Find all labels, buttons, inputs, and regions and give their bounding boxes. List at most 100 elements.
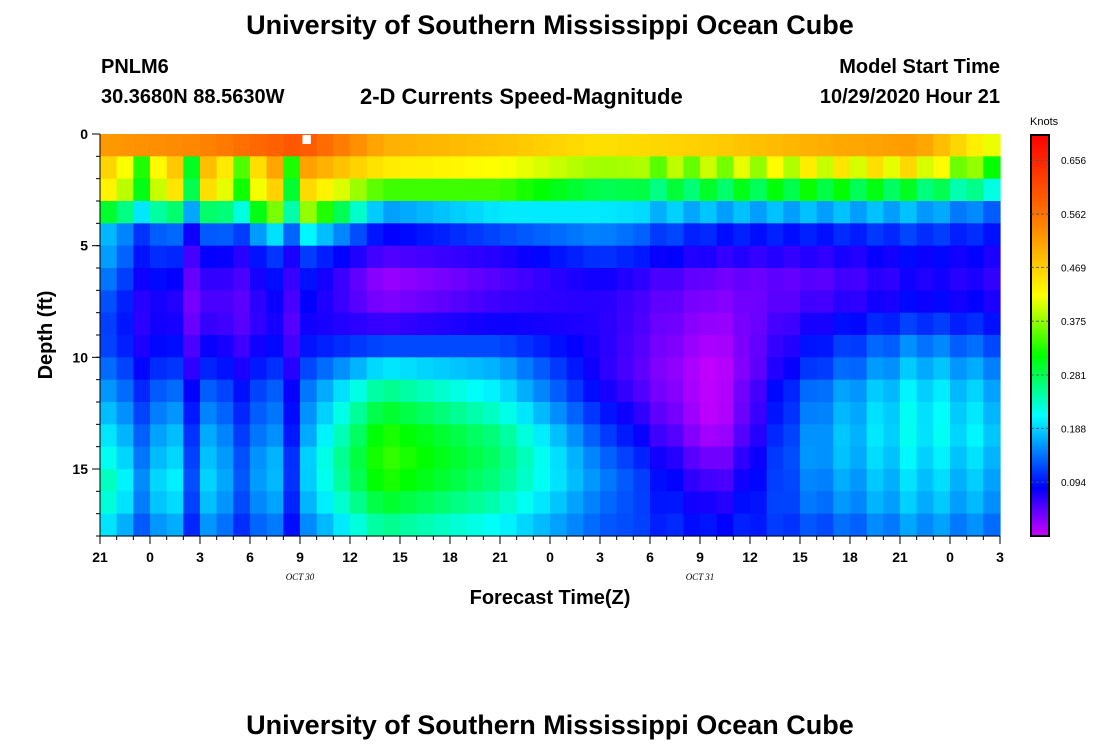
heatmap-cell: [350, 312, 368, 336]
heatmap-cell: [783, 513, 801, 537]
heatmap-cell: [733, 312, 751, 336]
heatmap-cell: [450, 201, 468, 224]
heatmap-cell: [400, 223, 418, 247]
heatmap-cell: [750, 379, 768, 403]
heatmap-cell: [883, 245, 901, 269]
heatmap-cell: [133, 201, 151, 224]
heatmap-cell: [350, 491, 368, 515]
heatmap-cell: [800, 134, 818, 157]
heatmap-cell: [916, 178, 934, 202]
heatmap-cell: [566, 424, 584, 448]
heatmap-cell: [216, 446, 234, 470]
heatmap-cell: [383, 491, 401, 515]
heatmap-cell: [750, 402, 768, 425]
heatmap-cell: [550, 469, 568, 492]
heatmap-cell: [983, 335, 1001, 358]
heatmap-cell: [483, 156, 501, 180]
heatmap-cell: [933, 312, 951, 336]
heatmap-cell: [516, 268, 534, 291]
heatmap-cell: [750, 335, 768, 358]
heatmap-cell: [183, 156, 201, 180]
heatmap-cell: [333, 335, 351, 358]
heatmap-cell: [800, 312, 818, 336]
heatmap-cell: [733, 156, 751, 180]
heatmap-cell: [983, 178, 1001, 202]
heatmap-cell: [650, 223, 668, 247]
heatmap-cell: [466, 424, 484, 448]
heatmap-cell: [466, 290, 484, 314]
heatmap-cell: [233, 469, 251, 492]
heatmap-cell: [516, 178, 534, 202]
heatmap-cell: [650, 446, 668, 470]
heatmap-cell: [416, 201, 434, 224]
heatmap-cell: [516, 245, 534, 269]
heatmap-cell: [116, 424, 134, 448]
heatmap-cell: [600, 178, 618, 202]
heatmap-cell: [216, 201, 234, 224]
heatmap-cell: [266, 178, 284, 202]
heatmap-cell: [950, 312, 968, 336]
heatmap-cell: [483, 513, 501, 537]
heatmap-cell: [650, 379, 668, 403]
heatmap-cell: [416, 424, 434, 448]
heatmap-cell: [250, 201, 268, 224]
heatmap-cell: [516, 357, 534, 381]
heatmap-cell: [100, 335, 118, 358]
heatmap-cell: [250, 335, 268, 358]
heatmap-cell: [400, 156, 418, 180]
heatmap-cell: [650, 245, 668, 269]
heatmap-cell: [633, 134, 651, 157]
heatmap-cell: [300, 379, 318, 403]
heatmap-cell: [700, 268, 718, 291]
heatmap-cell: [800, 513, 818, 537]
heatmap-cell: [883, 156, 901, 180]
heatmap-cell: [783, 469, 801, 492]
heatmap-cell: [183, 446, 201, 470]
heatmap-cell: [183, 513, 201, 537]
heatmap-cell: [116, 357, 134, 381]
heatmap-cell: [200, 290, 218, 314]
heatmap-cell: [100, 491, 118, 515]
heatmap-cell: [733, 513, 751, 537]
heatmap-cell: [466, 245, 484, 269]
heatmap-cell: [100, 379, 118, 403]
heatmap-cell: [550, 513, 568, 537]
heatmap-cell: [950, 513, 968, 537]
heatmap-cell: [850, 469, 868, 492]
heatmap-cell: [950, 178, 968, 202]
heatmap-cell: [366, 513, 384, 537]
heatmap-cell: [750, 446, 768, 470]
heatmap-cell: [433, 245, 451, 269]
heatmap-cell: [650, 178, 668, 202]
x-tick-label: 6: [246, 549, 254, 565]
heatmap-cell: [533, 402, 551, 425]
heatmap-cell: [283, 357, 301, 381]
heatmap-cell: [700, 245, 718, 269]
heatmap-cell: [683, 469, 701, 492]
heatmap-cell: [100, 178, 118, 202]
heatmap-cell: [450, 491, 468, 515]
heatmap-cell: [466, 357, 484, 381]
heatmap-cell: [583, 290, 601, 314]
heatmap-cell: [616, 156, 634, 180]
heatmap-cell: [716, 446, 734, 470]
heatmap-cell: [250, 424, 268, 448]
heatmap-cell: [116, 491, 134, 515]
heatmap-cell: [600, 290, 618, 314]
heatmap-cell: [200, 223, 218, 247]
heatmap-cell: [266, 223, 284, 247]
heatmap-cell: [100, 268, 118, 291]
heatmap-cell: [883, 379, 901, 403]
heatmap-cell: [750, 290, 768, 314]
heatmap-cell: [883, 178, 901, 202]
heatmap-cell: [716, 335, 734, 358]
heatmap-cell: [683, 402, 701, 425]
y-tick-label: 10: [72, 349, 88, 365]
heatmap-cell: [550, 245, 568, 269]
heatmap-cell: [350, 134, 368, 157]
heatmap-cell: [166, 446, 184, 470]
heatmap-cell: [950, 290, 968, 314]
heatmap-cell: [233, 424, 251, 448]
heatmap-cell: [750, 245, 768, 269]
heatmap-cell: [900, 446, 918, 470]
